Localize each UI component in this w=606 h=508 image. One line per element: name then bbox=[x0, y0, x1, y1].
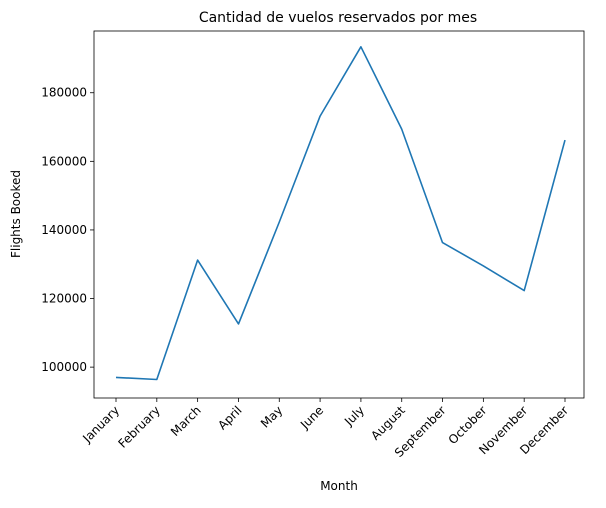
x-tick-label: May bbox=[258, 403, 285, 430]
x-tick-label: August bbox=[368, 403, 408, 443]
y-axis-label: Flights Booked bbox=[9, 170, 23, 258]
x-tick-label: June bbox=[297, 403, 326, 432]
y-tick-label: 120000 bbox=[41, 292, 87, 306]
series-line bbox=[116, 47, 565, 380]
plot-area bbox=[116, 47, 565, 380]
y-tick-label: 100000 bbox=[41, 360, 87, 374]
x-tick-label: April bbox=[215, 403, 244, 432]
x-axis-label: Month bbox=[320, 479, 358, 493]
x-tick-label: February bbox=[115, 403, 163, 451]
y-tick-label: 140000 bbox=[41, 223, 87, 237]
y-tick-label: 180000 bbox=[41, 86, 87, 100]
y-tick-label: 160000 bbox=[41, 154, 87, 168]
plot-frame bbox=[94, 31, 584, 398]
x-tick-label: March bbox=[168, 403, 204, 439]
x-tick-label: July bbox=[341, 403, 367, 429]
y-axis: 100000 120000 140000 160000 180000 bbox=[41, 86, 94, 374]
chart-title: Cantidad de vuelos reservados por mes bbox=[199, 10, 477, 26]
